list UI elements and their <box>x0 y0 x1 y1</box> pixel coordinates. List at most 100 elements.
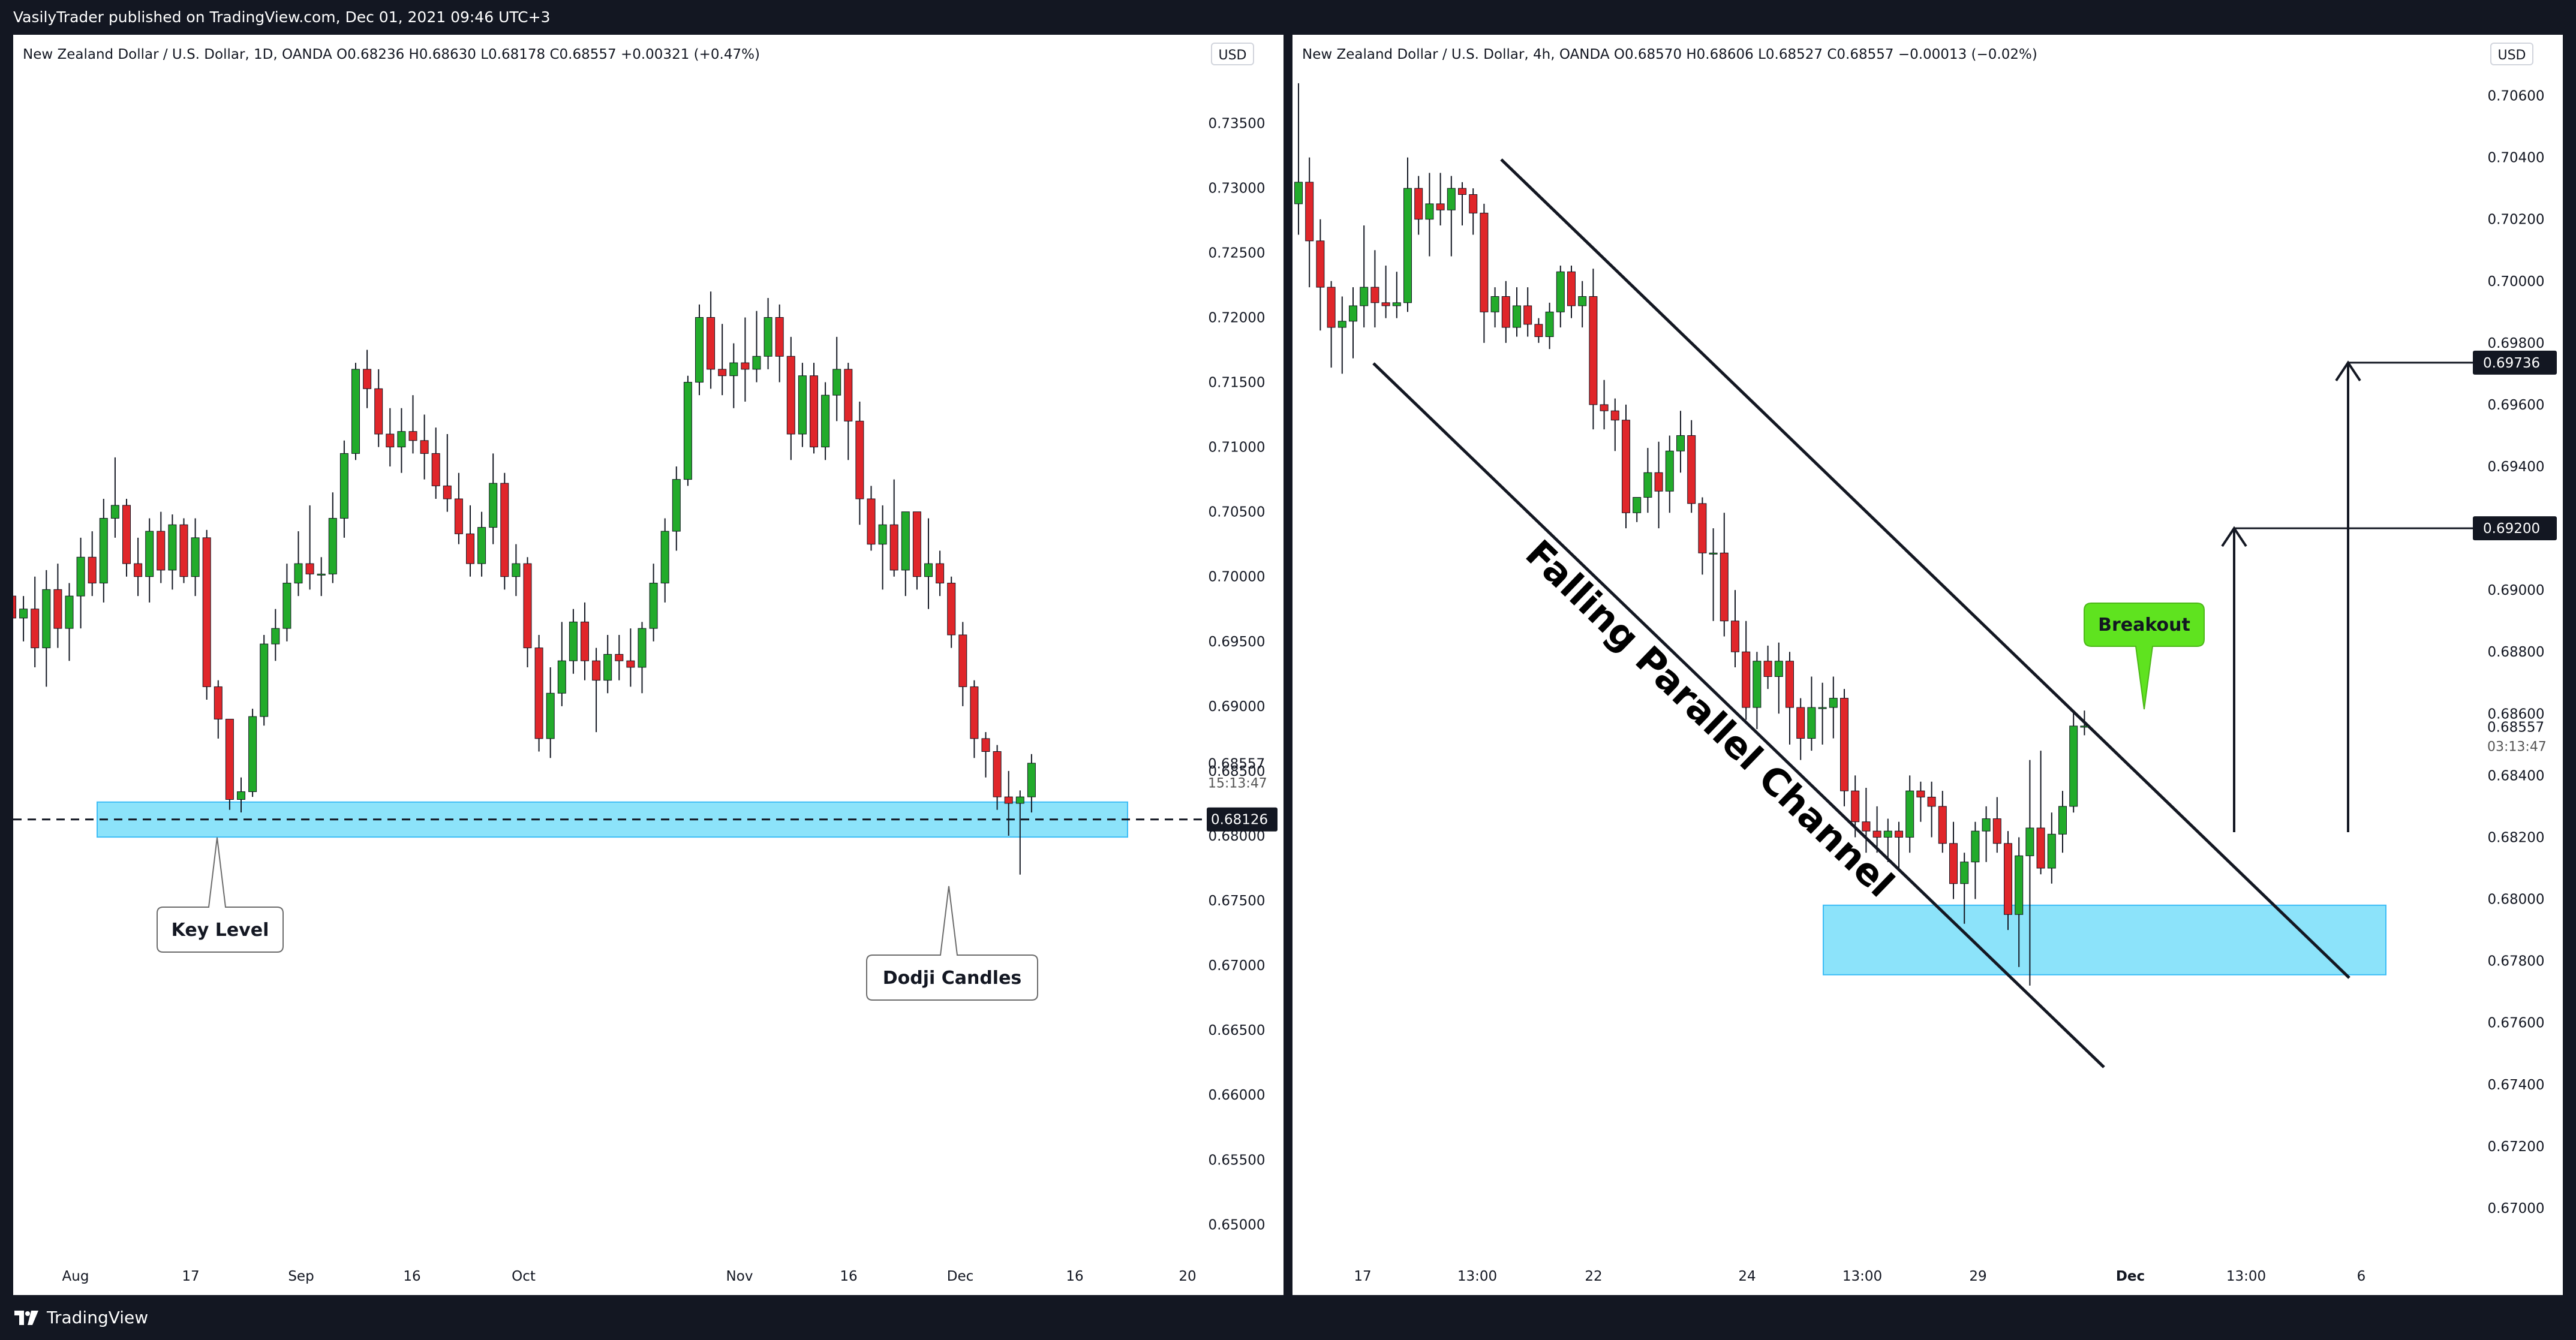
candle[interactable] <box>477 511 486 577</box>
candle[interactable] <box>947 576 956 648</box>
chart-panel-4h[interactable]: Falling Parallel Channel Breakout New Ze… <box>1292 35 2563 1295</box>
candle[interactable] <box>775 304 784 383</box>
candle[interactable] <box>592 648 601 733</box>
candle[interactable] <box>581 602 589 680</box>
candle[interactable] <box>764 298 773 369</box>
footer-brand[interactable]: TradingView <box>13 1308 148 1327</box>
candle[interactable] <box>1403 157 1412 312</box>
candle[interactable] <box>981 732 990 778</box>
candle[interactable] <box>603 634 612 694</box>
candle[interactable] <box>420 414 429 480</box>
candle[interactable] <box>534 634 543 752</box>
candle[interactable] <box>339 440 348 538</box>
candle[interactable] <box>1840 689 1848 806</box>
candle[interactable] <box>741 317 750 402</box>
candle[interactable] <box>729 343 738 408</box>
candle[interactable] <box>237 777 245 813</box>
candle[interactable] <box>718 324 727 396</box>
candle[interactable] <box>294 531 303 597</box>
candle[interactable] <box>855 401 864 525</box>
candle[interactable] <box>1665 435 1674 513</box>
candle[interactable] <box>1851 775 1860 838</box>
candle[interactable] <box>683 375 692 486</box>
candle[interactable] <box>1004 770 1013 836</box>
candle[interactable] <box>13 573 16 635</box>
candle[interactable] <box>122 499 131 577</box>
candle[interactable] <box>512 544 521 597</box>
candle[interactable] <box>1709 528 1718 621</box>
candle[interactable] <box>878 505 887 590</box>
candle[interactable] <box>970 680 979 758</box>
candle[interactable] <box>1818 682 1827 745</box>
candle[interactable] <box>1687 420 1696 513</box>
candle[interactable] <box>1610 398 1619 451</box>
candle[interactable] <box>374 369 383 447</box>
candle[interactable] <box>1905 775 1914 853</box>
candle[interactable] <box>2069 710 2078 813</box>
candle[interactable] <box>1015 790 1024 875</box>
currency-badge[interactable]: USD <box>1211 43 1254 65</box>
candle[interactable] <box>2025 760 2034 986</box>
candle[interactable] <box>1927 781 1936 838</box>
candle[interactable] <box>53 564 62 648</box>
candle[interactable] <box>523 557 532 667</box>
target-arrow-2[interactable] <box>2335 360 2488 832</box>
candle[interactable] <box>2047 812 2056 884</box>
candle[interactable] <box>1622 404 1630 529</box>
candle[interactable] <box>2058 791 2067 853</box>
candle[interactable] <box>1949 821 1958 899</box>
candle[interactable] <box>1763 645 1772 689</box>
candle[interactable] <box>638 622 647 694</box>
candle[interactable] <box>271 609 280 661</box>
candle[interactable] <box>1425 173 1434 257</box>
callout-breakout[interactable]: Breakout <box>2084 603 2205 710</box>
candle[interactable] <box>282 564 291 642</box>
candle[interactable] <box>157 511 166 583</box>
candle[interactable] <box>1698 497 1707 575</box>
candle[interactable] <box>1643 448 1652 513</box>
candle[interactable] <box>1370 250 1379 328</box>
candle[interactable] <box>317 557 326 597</box>
candle[interactable] <box>1982 806 1991 862</box>
candle[interactable] <box>1807 676 1816 751</box>
channel-lower-line[interactable] <box>1372 362 2105 1068</box>
candle[interactable] <box>1992 797 2001 853</box>
candle[interactable] <box>443 433 452 512</box>
candle[interactable] <box>145 518 154 603</box>
candle[interactable] <box>1731 590 1739 667</box>
candle[interactable] <box>466 505 474 577</box>
candle[interactable] <box>1513 287 1521 337</box>
candle[interactable] <box>1392 272 1401 318</box>
candle[interactable] <box>798 363 807 447</box>
candle[interactable] <box>626 628 635 687</box>
candle[interactable] <box>1447 176 1456 257</box>
candle[interactable] <box>386 408 395 466</box>
candle[interactable] <box>1337 296 1346 374</box>
candle[interactable] <box>1027 754 1036 813</box>
candle[interactable] <box>179 518 188 583</box>
h4-chart-svg[interactable]: Falling Parallel Channel Breakout New Ze… <box>1292 35 2563 1295</box>
candle[interactable] <box>110 457 119 538</box>
candle[interactable] <box>832 336 841 421</box>
candle[interactable] <box>1753 652 1762 730</box>
candle[interactable] <box>65 583 74 661</box>
candle[interactable] <box>1916 781 1925 822</box>
candle[interactable] <box>1469 188 1478 235</box>
candle[interactable] <box>1360 225 1369 328</box>
candle[interactable] <box>649 564 658 642</box>
candle[interactable] <box>936 550 945 597</box>
candle[interactable] <box>672 466 681 551</box>
candle[interactable] <box>214 680 223 739</box>
candle[interactable] <box>1436 173 1445 225</box>
candle[interactable] <box>1883 818 1892 862</box>
candle[interactable] <box>454 472 463 544</box>
candle[interactable] <box>1742 621 1751 720</box>
candle[interactable] <box>1381 266 1390 318</box>
candle[interactable] <box>1556 266 1565 328</box>
candle[interactable] <box>707 291 716 389</box>
candle[interactable] <box>489 453 498 544</box>
candle[interactable] <box>351 363 360 460</box>
candle[interactable] <box>305 505 314 590</box>
candle[interactable] <box>1654 441 1663 529</box>
candle[interactable] <box>546 667 555 758</box>
